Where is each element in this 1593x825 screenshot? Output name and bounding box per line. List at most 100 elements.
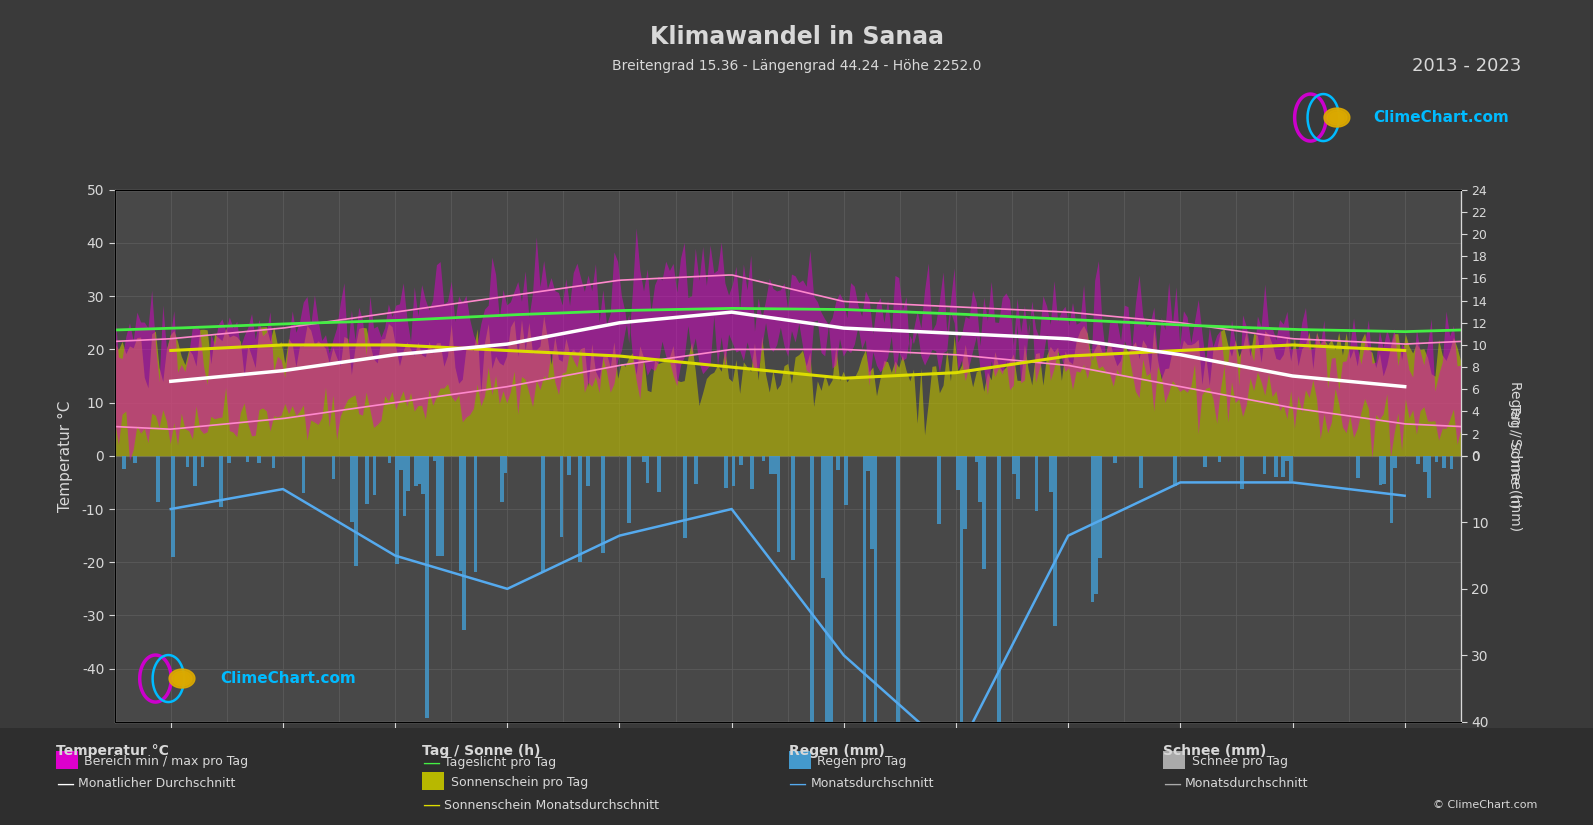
Bar [959, 455, 964, 722]
Bar [586, 455, 589, 486]
Text: Klimawandel in Sanaa: Klimawandel in Sanaa [650, 25, 943, 50]
Bar [978, 455, 983, 502]
Polygon shape [1333, 115, 1341, 120]
Bar [1139, 455, 1142, 488]
Bar [1389, 455, 1394, 523]
Bar [1383, 455, 1386, 484]
Bar [656, 455, 661, 492]
Text: ClimeChart.com: ClimeChart.com [220, 671, 355, 686]
Bar [964, 455, 967, 529]
Text: Temperatur °C: Temperatur °C [56, 744, 169, 758]
Bar [406, 455, 409, 491]
Bar [1091, 455, 1094, 602]
Bar [365, 455, 370, 504]
Bar [1016, 455, 1020, 499]
Polygon shape [1327, 111, 1348, 125]
Bar [897, 455, 900, 722]
Bar [761, 455, 765, 461]
Bar [387, 455, 392, 464]
Polygon shape [1324, 108, 1349, 127]
Text: © ClimeChart.com: © ClimeChart.com [1432, 800, 1537, 810]
Bar [542, 455, 545, 573]
Text: Monatsdurchschnitt: Monatsdurchschnitt [1185, 777, 1309, 790]
Bar [473, 455, 478, 573]
Bar [186, 455, 190, 467]
Bar [1442, 455, 1446, 468]
Bar [436, 455, 440, 556]
Bar [500, 455, 503, 502]
Bar [828, 455, 833, 722]
Bar [354, 455, 358, 566]
Bar [433, 455, 436, 461]
Text: Tag / Sonne (h): Tag / Sonne (h) [422, 744, 540, 758]
Text: Sonnenschein Monatsdurchschnitt: Sonnenschein Monatsdurchschnitt [444, 799, 660, 812]
Text: —: — [422, 753, 440, 771]
Polygon shape [169, 669, 194, 688]
Bar [997, 455, 1000, 722]
Bar [739, 455, 742, 465]
Text: —: — [1163, 775, 1180, 793]
Bar [811, 455, 814, 722]
Bar [731, 455, 736, 486]
Bar [628, 455, 631, 522]
Bar [1424, 455, 1427, 472]
Polygon shape [1330, 112, 1344, 123]
Bar [725, 455, 728, 488]
Bar [645, 455, 650, 483]
Bar [769, 455, 773, 474]
Bar [1094, 455, 1098, 594]
Bar [825, 455, 828, 722]
Bar [578, 455, 581, 562]
Bar [601, 455, 604, 554]
Bar [462, 455, 467, 629]
Polygon shape [178, 676, 186, 681]
Text: Sonnenschein pro Tag: Sonnenschein pro Tag [451, 776, 588, 790]
Text: Monatlicher Durchschnitt: Monatlicher Durchschnitt [78, 777, 236, 790]
Bar [272, 455, 276, 468]
Text: Tageslicht pro Tag: Tageslicht pro Tag [444, 756, 556, 769]
Bar [256, 455, 261, 464]
Y-axis label: Regen / Schnee (mm): Regen / Schnee (mm) [1509, 381, 1523, 530]
Bar [193, 455, 198, 487]
Bar [350, 455, 354, 522]
Text: Breitengrad 15.36 - Längengrad 44.24 - Höhe 2252.0: Breitengrad 15.36 - Längengrad 44.24 - H… [612, 59, 981, 73]
Bar [1450, 455, 1453, 469]
Text: Schnee pro Tag: Schnee pro Tag [1192, 755, 1287, 768]
Bar [170, 455, 175, 557]
Bar [301, 455, 306, 493]
Y-axis label: Tag / Sonne (h): Tag / Sonne (h) [1507, 403, 1520, 508]
Bar [776, 455, 781, 552]
Bar [1356, 455, 1360, 478]
Bar [937, 455, 941, 525]
Bar [1281, 455, 1286, 477]
Bar [1114, 455, 1117, 463]
Bar [1263, 455, 1266, 474]
Bar [792, 455, 795, 560]
Y-axis label: Temperatur °C: Temperatur °C [59, 400, 73, 512]
Bar [425, 455, 429, 718]
Text: —: — [422, 796, 440, 814]
Bar [1427, 455, 1431, 497]
Bar [1098, 455, 1102, 558]
Bar [695, 455, 698, 484]
Bar [1394, 455, 1397, 468]
Bar [567, 455, 570, 475]
Bar [559, 455, 564, 537]
Bar [398, 455, 403, 470]
Bar [395, 455, 398, 563]
Bar [844, 455, 847, 505]
Bar [245, 455, 250, 461]
Bar [123, 455, 126, 469]
Bar [1289, 455, 1292, 481]
Bar [1217, 455, 1222, 462]
Bar [421, 455, 425, 494]
Text: Monatsdurchschnitt: Monatsdurchschnitt [811, 777, 935, 790]
Bar [403, 455, 406, 516]
Bar [956, 455, 959, 490]
Bar [1034, 455, 1039, 512]
Bar [331, 455, 335, 478]
Bar [440, 455, 444, 556]
Bar [1050, 455, 1053, 492]
Bar [1416, 455, 1419, 464]
Bar [683, 455, 687, 538]
